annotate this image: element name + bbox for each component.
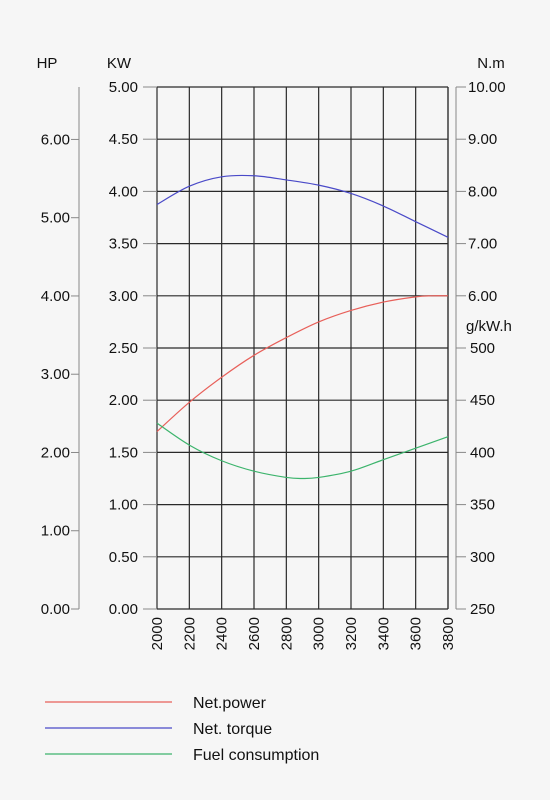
kw-tick-label: 4.50 bbox=[109, 131, 138, 148]
torque-axis-label: N.m bbox=[477, 55, 505, 72]
axes: 0.00 0.50 1.00 1.50 2.00 2.50 3.00 3.50 4.00 4.50… bbox=[37, 55, 512, 650]
hp-tick-label: 1.00 bbox=[41, 523, 70, 540]
fuel-tick-label: 350 bbox=[470, 497, 495, 514]
kw-tick-label: 4.00 bbox=[109, 183, 138, 200]
hp-tick-label: 3.00 bbox=[41, 366, 70, 383]
kw-tick-label: 3.50 bbox=[109, 236, 138, 253]
torque-tick-label: 9.00 bbox=[468, 131, 497, 148]
legend-label: Fuel consumption bbox=[193, 747, 319, 764]
hp-tick-label: 2.00 bbox=[41, 444, 70, 461]
fuel-tick-label: 400 bbox=[470, 444, 495, 461]
rpm-tick-label: 2800 bbox=[278, 617, 295, 650]
torque-tick-label: 10.00 bbox=[468, 79, 506, 96]
hp-tick-label: 5.00 bbox=[41, 210, 70, 227]
rpm-tick-label: 3400 bbox=[375, 617, 392, 650]
hp-tick-label: 6.00 bbox=[41, 131, 70, 148]
rpm-tick-label: 2400 bbox=[214, 617, 231, 650]
hp-axis-label: HP bbox=[37, 55, 58, 72]
series-lines bbox=[156, 174, 449, 480]
fuel-tick-label: 500 bbox=[470, 340, 495, 357]
fuel-tick-label: 450 bbox=[470, 392, 495, 409]
legend-label: Net.power bbox=[193, 695, 267, 712]
rpm-tick-label: 3800 bbox=[440, 617, 457, 650]
rpm-tick-label: 3000 bbox=[311, 617, 328, 650]
kw-tick-label: 0.50 bbox=[109, 549, 138, 566]
series-line-net-torque bbox=[156, 174, 449, 238]
series-line-net-power bbox=[156, 295, 449, 432]
rpm-tick-label: 2200 bbox=[181, 617, 198, 650]
series-line-fuel-consumption bbox=[156, 422, 449, 480]
kw-tick-label: 3.00 bbox=[109, 288, 138, 305]
fuel-tick-label: 300 bbox=[470, 549, 495, 566]
rpm-tick-label: 3600 bbox=[408, 617, 425, 650]
hp-tick-label: 0.00 bbox=[41, 601, 70, 618]
plot-grid bbox=[156, 86, 449, 610]
torque-tick-label: 7.00 bbox=[468, 236, 497, 253]
kw-tick-label: 2.50 bbox=[109, 340, 138, 357]
kw-axis-label: KW bbox=[107, 55, 132, 72]
kw-tick-label: 1.00 bbox=[109, 497, 138, 514]
torque-tick-label: 6.00 bbox=[468, 288, 497, 305]
kw-tick-label: 0.00 bbox=[109, 601, 138, 618]
kw-tick-label: 5.00 bbox=[109, 79, 138, 96]
legend: Net.power Net. torque Fuel consumption bbox=[45, 695, 319, 764]
fuel-tick-label: 250 bbox=[470, 601, 495, 618]
legend-label: Net. torque bbox=[193, 721, 272, 738]
hp-tick-label: 4.00 bbox=[41, 288, 70, 305]
torque-tick-label: 8.00 bbox=[468, 183, 497, 200]
fuel-axis-label: g/kW.h bbox=[466, 318, 512, 335]
kw-tick-label: 2.00 bbox=[109, 392, 138, 409]
rpm-tick-label: 2600 bbox=[246, 617, 263, 650]
kw-tick-label: 1.50 bbox=[109, 444, 138, 461]
rpm-tick-label: 2000 bbox=[149, 617, 166, 650]
rpm-tick-label: 3200 bbox=[343, 617, 360, 650]
